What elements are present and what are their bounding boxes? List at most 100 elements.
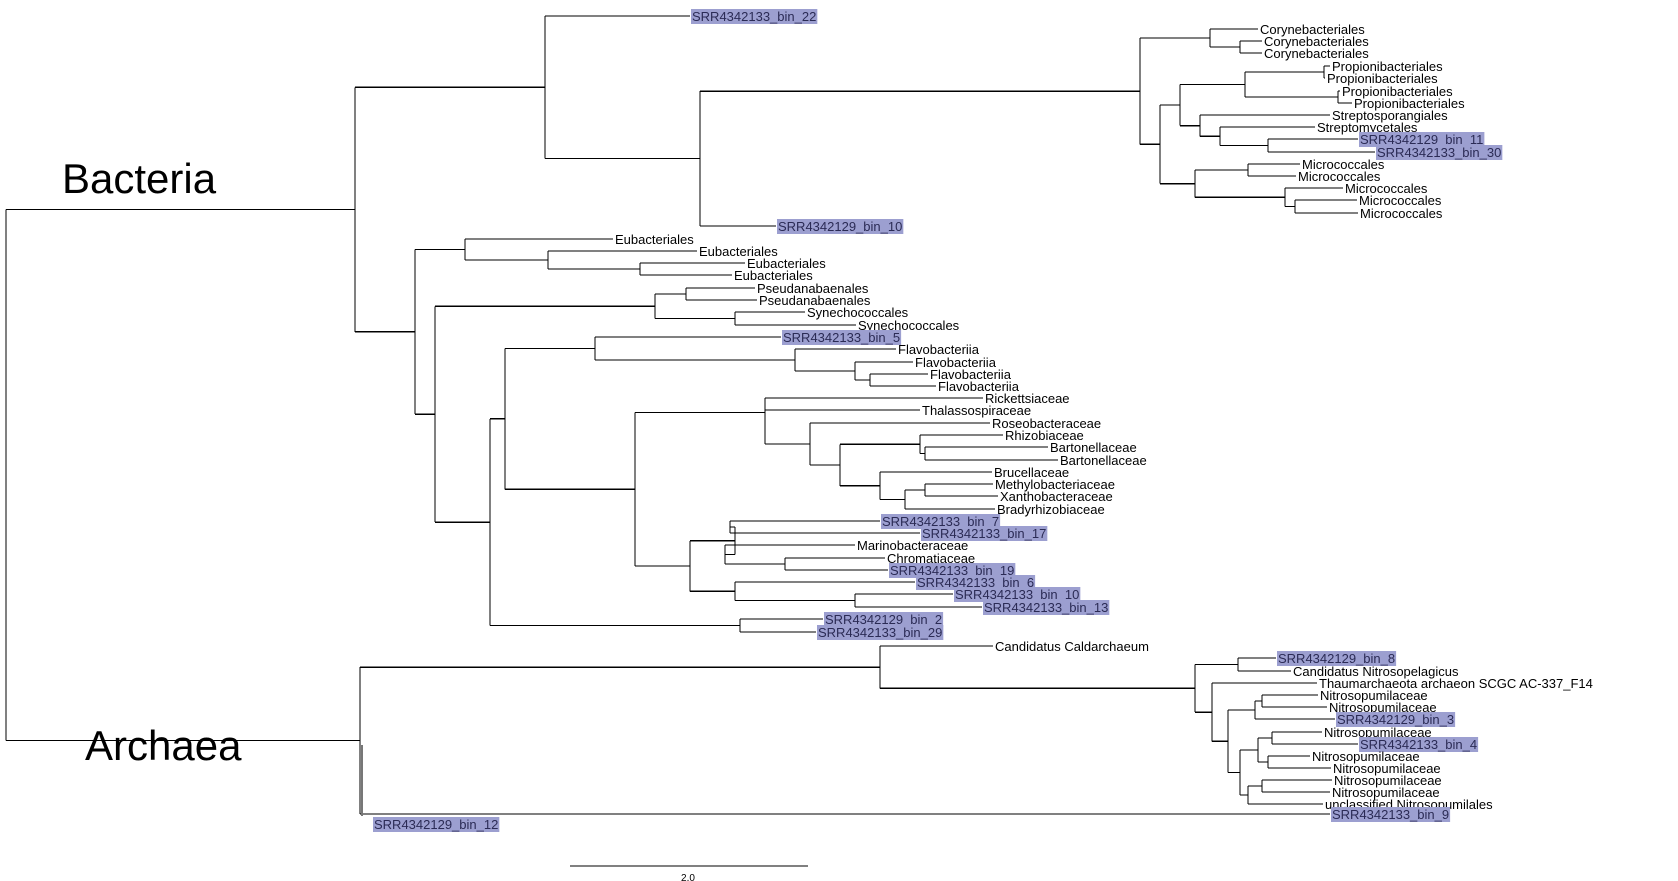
- leaf-label-highlighted: SRR4342133_bin_5: [782, 330, 902, 345]
- leaf-label-text: Streptosporangiales: [1332, 108, 1448, 123]
- leaf-label-highlighted: SRR4342133_bin_22: [691, 9, 818, 24]
- leaf-label: Corynebacteriales: [1264, 34, 1369, 49]
- domain-label-bacteria: Bacteria: [62, 155, 217, 202]
- leaf-highlight-box: [1336, 712, 1456, 727]
- leaf-label-text: SRR4342133_bin_13: [984, 600, 1108, 615]
- leaf-label: Flavobacteriia: [930, 367, 1012, 382]
- leaf-label: Nitrosopumilaceae: [1320, 688, 1428, 703]
- leaf-label-highlighted: SRR4342133_bin_30: [1376, 145, 1503, 160]
- tree-branches: [5, 15, 1375, 816]
- leaf-labels: SRR4342133_bin_22 CorynebacterialesCoryne…: [373, 9, 1593, 832]
- leaf-label: Bartonellaceae: [1060, 453, 1147, 468]
- leaf-label-highlighted: SRR4342133_bin_17: [921, 526, 1048, 541]
- leaf-label-highlighted: SRR4342129_bin_11: [1359, 132, 1485, 147]
- leaf-highlight-box: [1331, 807, 1451, 822]
- scale-bar-label: 2.0: [681, 873, 695, 881]
- leaf-highlight-box: [954, 587, 1081, 602]
- leaf-label: Candidatus Caldarchaeum: [995, 639, 1149, 654]
- leaf-label: Propionibacteriales: [1342, 84, 1453, 99]
- leaf-highlight-box: [889, 563, 1016, 578]
- leaf-label-text: Thaumarchaeota archaeon SCGC AC-337_F14: [1319, 676, 1593, 691]
- leaf-label: Chromatiaceae: [887, 551, 975, 566]
- leaf-label-text: Flavobacteriia: [930, 367, 1012, 382]
- leaf-label: Nitrosopumilaceae: [1332, 785, 1440, 800]
- leaf-label-text: Xanthobacteraceae: [1000, 489, 1113, 504]
- leaf-label-text: Micrococcales: [1302, 157, 1385, 172]
- leaf-label-text: Nitrosopumilaceae: [1312, 749, 1420, 764]
- leaf-label: Eubacteriales: [747, 256, 826, 271]
- leaf-label-text: SRR4342133_bin_29: [818, 625, 942, 640]
- leaf-label: Synechococcales: [807, 305, 909, 320]
- leaf-label-text: Flavobacteriia: [915, 355, 997, 370]
- leaf-highlight-box: [983, 600, 1110, 615]
- leaf-label: Xanthobacteraceae: [1000, 489, 1113, 504]
- leaf-label-text: Roseobacteraceae: [992, 416, 1101, 431]
- leaf-highlight-box: [1359, 737, 1479, 752]
- leaf-highlight-box: [881, 514, 1001, 529]
- leaf-label-text: SRR4342133_bin_9: [1332, 807, 1449, 822]
- leaf-label: Nitrosopumilaceae: [1312, 749, 1420, 764]
- leaf-label-highlighted: SRR4342133_bin_4: [1359, 737, 1479, 752]
- leaf-label-highlighted: SRR4342129_bin_3: [1336, 712, 1456, 727]
- leaf-label-text: Nitrosopumilaceae: [1320, 688, 1428, 703]
- leaf-highlight-box: [782, 330, 902, 345]
- leaf-label: Micrococcales: [1359, 193, 1442, 208]
- leaf-label-highlighted: SRR4342133_bin_9: [1331, 807, 1451, 822]
- leaf-label: Streptomycetales: [1317, 120, 1418, 135]
- leaf-label-text: Synechococcales: [807, 305, 909, 320]
- leaf-label: Nitrosopumilaceae: [1333, 761, 1441, 776]
- leaf-label-highlighted: SRR4342133_bin_10: [954, 587, 1081, 602]
- leaf-label-text: SRR4342129_bin_10: [778, 219, 902, 234]
- leaf-label-text: SRR4342129_bin_11: [1360, 132, 1483, 147]
- leaf-label-text: Bartonellaceae: [1060, 453, 1147, 468]
- leaf-highlight-box: [1376, 145, 1503, 160]
- leaf-label: Nitrosopumilaceae: [1334, 773, 1442, 788]
- leaf-label-text: Candidatus Caldarchaeum: [995, 639, 1149, 654]
- leaf-label: Rickettsiaceae: [985, 391, 1070, 406]
- leaf-label-text: Propionibacteriales: [1327, 71, 1438, 86]
- leaf-label: Micrococcales: [1360, 206, 1443, 221]
- leaf-highlight-box: [1277, 651, 1397, 666]
- leaf-label-text: Nitrosopumilaceae: [1334, 773, 1442, 788]
- leaf-label: Rhizobiaceae: [1005, 428, 1084, 443]
- leaf-label: Corynebacteriales: [1264, 46, 1369, 61]
- leaf-label-text: Micrococcales: [1359, 193, 1442, 208]
- leaf-label-highlighted: SRR4342133_bin_7: [881, 514, 1001, 529]
- leaf-highlight-box: [777, 219, 904, 234]
- leaf-label-text: Micrococcales: [1345, 181, 1428, 196]
- leaf-label: Micrococcales: [1345, 181, 1428, 196]
- leaf-label-text: Rhizobiaceae: [1005, 428, 1084, 443]
- leaf-label: Candidatus Nitrosopelagicus: [1293, 664, 1459, 679]
- leaf-label: Eubacteriales: [734, 268, 813, 283]
- leaf-label: Flavobacteriia: [898, 342, 980, 357]
- leaf-label-text: Micrococcales: [1360, 206, 1443, 221]
- leaf-label-highlighted: SRR4342133_bin_19: [889, 563, 1016, 578]
- leaf-label-text: Eubacteriales: [699, 244, 778, 259]
- leaf-label-text: Propionibacteriales: [1354, 96, 1465, 111]
- leaf-label-text: Chromatiaceae: [887, 551, 975, 566]
- leaf-label-text: SRR4342133_bin_30: [1377, 145, 1501, 160]
- leaf-label: Pseudanabaenales: [759, 293, 871, 308]
- leaf-label-highlighted: SRR4342129_bin_12: [373, 817, 500, 832]
- leaf-label-text: Streptomycetales: [1317, 120, 1418, 135]
- leaf-label-text: Micrococcales: [1298, 169, 1381, 184]
- leaf-label-text: Pseudanabaenales: [759, 293, 871, 308]
- leaf-label-text: SRR4342133_bin_6: [917, 575, 1034, 590]
- leaf-label: Nitrosopumilaceae: [1329, 700, 1437, 715]
- leaf-label-text: Eubacteriales: [747, 256, 826, 271]
- leaf-highlight-box: [817, 625, 944, 640]
- leaf-label: Thaumarchaeota archaeon SCGC AC-337_F14: [1319, 676, 1593, 691]
- leaf-label: Nitrosopumilaceae: [1324, 725, 1432, 740]
- leaf-label: Propionibacteriales: [1332, 59, 1443, 74]
- leaf-label: Methylobacteriaceae: [995, 477, 1115, 492]
- leaf-label-text: Methylobacteriaceae: [995, 477, 1115, 492]
- leaf-label-text: SRR4342133_bin_7: [882, 514, 999, 529]
- leaf-highlight-box: [921, 526, 1048, 541]
- leaf-label: Bradyrhizobiaceae: [997, 502, 1105, 517]
- leaf-label-text: Corynebacteriales: [1264, 34, 1369, 49]
- leaf-label: Micrococcales: [1302, 157, 1385, 172]
- leaf-label-text: SRR4342129_bin_8: [1278, 651, 1395, 666]
- leaf-label-text: Brucellaceae: [994, 465, 1069, 480]
- leaf-label-text: Rickettsiaceae: [985, 391, 1070, 406]
